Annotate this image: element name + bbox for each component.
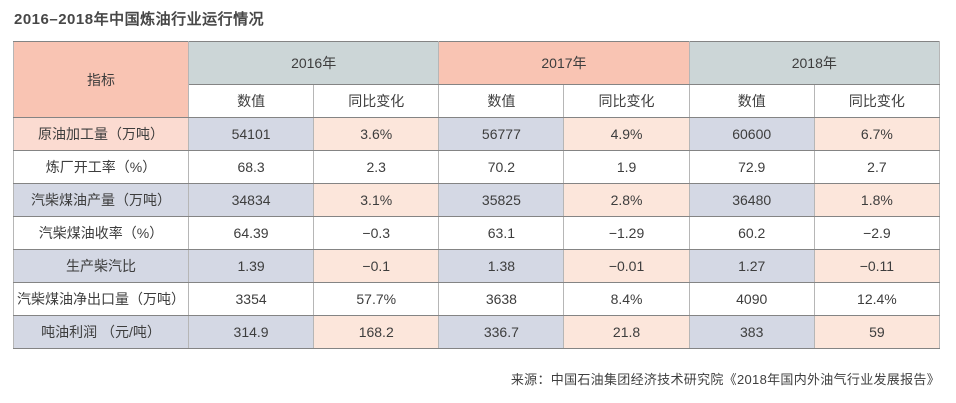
change-cell-2016: 57.7% [313, 282, 440, 316]
subheader-change-2016: 同比变化 [313, 84, 440, 118]
page-title: 2016–2018年中国炼油行业运行情况 [14, 11, 265, 28]
year-header-2018: 2018年 [688, 41, 941, 85]
value-cell-2017: 56777 [438, 117, 565, 151]
change-cell-2017: 2.8% [563, 183, 690, 217]
change-cell-2016: 168.2 [313, 315, 440, 349]
change-cell-2016: 3.1% [313, 183, 440, 217]
value-cell-2017: 70.2 [438, 150, 565, 184]
change-cell-2016: −0.3 [313, 216, 440, 250]
change-cell-2018: 2.7 [813, 150, 941, 184]
subheader-value-2018: 数值 [688, 84, 815, 118]
value-cell-2017: 336.7 [438, 315, 565, 349]
table-header-year-row: 指标 2016年 2017年 2018年 [13, 41, 941, 118]
indicator-cell: 汽柴煤油净出口量（万吨） [13, 282, 189, 316]
value-cell-2016: 34834 [187, 183, 315, 217]
change-cell-2017: 1.9 [563, 150, 690, 184]
indicator-header-cell: 指标 [13, 41, 189, 118]
subheader-change-2017: 同比变化 [563, 84, 690, 118]
indicator-cell: 炼厂开工率（%） [13, 150, 189, 184]
table-row-refinery-utilization: 炼厂开工率（%） 68.3 2.3 70.2 1.9 72.9 2.7 [13, 150, 941, 184]
value-cell-2017: 35825 [438, 183, 565, 217]
value-cell-2018: 4090 [688, 282, 815, 316]
table-row-profit-per-ton: 吨油利润 （元/吨） 314.9 168.2 336.7 21.8 383 59 [13, 315, 941, 349]
subheader-change-2018: 同比变化 [813, 84, 941, 118]
value-cell-2018: 36480 [688, 183, 815, 217]
indicator-cell: 原油加工量（万吨） [13, 117, 189, 151]
change-cell-2018: 12.4% [813, 282, 941, 316]
change-cell-2017: 21.8 [563, 315, 690, 349]
value-cell-2017: 3638 [438, 282, 565, 316]
change-cell-2018: 1.8% [813, 183, 941, 217]
subheader-value-2016: 数值 [187, 84, 315, 118]
value-cell-2018: 383 [688, 315, 815, 349]
change-cell-2018: 6.7% [813, 117, 941, 151]
page: 2016–2018年中国炼油行业运行情况 指标 2016年 2017年 2018… [13, 11, 941, 387]
indicator-cell: 吨油利润 （元/吨） [13, 315, 189, 349]
change-cell-2017: −1.29 [563, 216, 690, 250]
value-cell-2018: 60600 [688, 117, 815, 151]
value-cell-2017: 63.1 [438, 216, 565, 250]
value-cell-2016: 68.3 [187, 150, 315, 184]
table-header-sub-row: 数值 同比变化 数值 同比变化 数值 同比变化 [14, 84, 941, 118]
change-cell-2017: −0.01 [563, 249, 690, 283]
change-cell-2018: −0.11 [813, 249, 941, 283]
indicator-cell: 生产柴汽比 [13, 249, 189, 283]
value-cell-2018: 60.2 [688, 216, 815, 250]
value-cell-2016: 64.39 [187, 216, 315, 250]
change-cell-2016: −0.1 [313, 249, 440, 283]
change-cell-2018: 59 [813, 315, 941, 349]
change-cell-2016: 2.3 [313, 150, 440, 184]
value-cell-2018: 72.9 [688, 150, 815, 184]
change-cell-2017: 8.4% [563, 282, 690, 316]
source-note: 来源：中国石油集团经济技术研究院《2018年国内外油气行业发展报告》 [510, 372, 940, 387]
indicator-cell: 汽柴煤油产量（万吨） [13, 183, 189, 217]
change-cell-2018: −2.9 [813, 216, 941, 250]
table-row-diesel-gasoline-ratio: 生产柴汽比 1.39 −0.1 1.38 −0.01 1.27 −0.11 [13, 249, 941, 283]
value-cell-2016: 3354 [187, 282, 315, 316]
table-row-crude-throughput: 原油加工量（万吨） 54101 3.6% 56777 4.9% 60600 6.… [13, 117, 941, 151]
value-cell-2016: 54101 [187, 117, 315, 151]
value-cell-2017: 1.38 [438, 249, 565, 283]
refining-industry-table: 指标 2016年 2017年 2018年 数值 同比变化 数值 同比变化 数值 … [13, 41, 941, 349]
indicator-cell: 汽柴煤油收率（%） [13, 216, 189, 250]
change-cell-2017: 4.9% [563, 117, 690, 151]
year-header-2016: 2016年 [187, 41, 440, 85]
value-cell-2016: 1.39 [187, 249, 315, 283]
value-cell-2018: 1.27 [688, 249, 815, 283]
subheader-value-2017: 数值 [438, 84, 565, 118]
table-row-oil-products-yield: 汽柴煤油收率（%） 64.39 −0.3 63.1 −1.29 60.2 −2.… [13, 216, 941, 250]
value-cell-2016: 314.9 [187, 315, 315, 349]
change-cell-2016: 3.6% [313, 117, 440, 151]
table-row-net-exports: 汽柴煤油净出口量（万吨） 3354 57.7% 3638 8.4% 4090 1… [13, 282, 941, 316]
table-row-oil-products-output: 汽柴煤油产量（万吨） 34834 3.1% 35825 2.8% 36480 1… [13, 183, 941, 217]
year-header-2017: 2017年 [438, 41, 690, 85]
